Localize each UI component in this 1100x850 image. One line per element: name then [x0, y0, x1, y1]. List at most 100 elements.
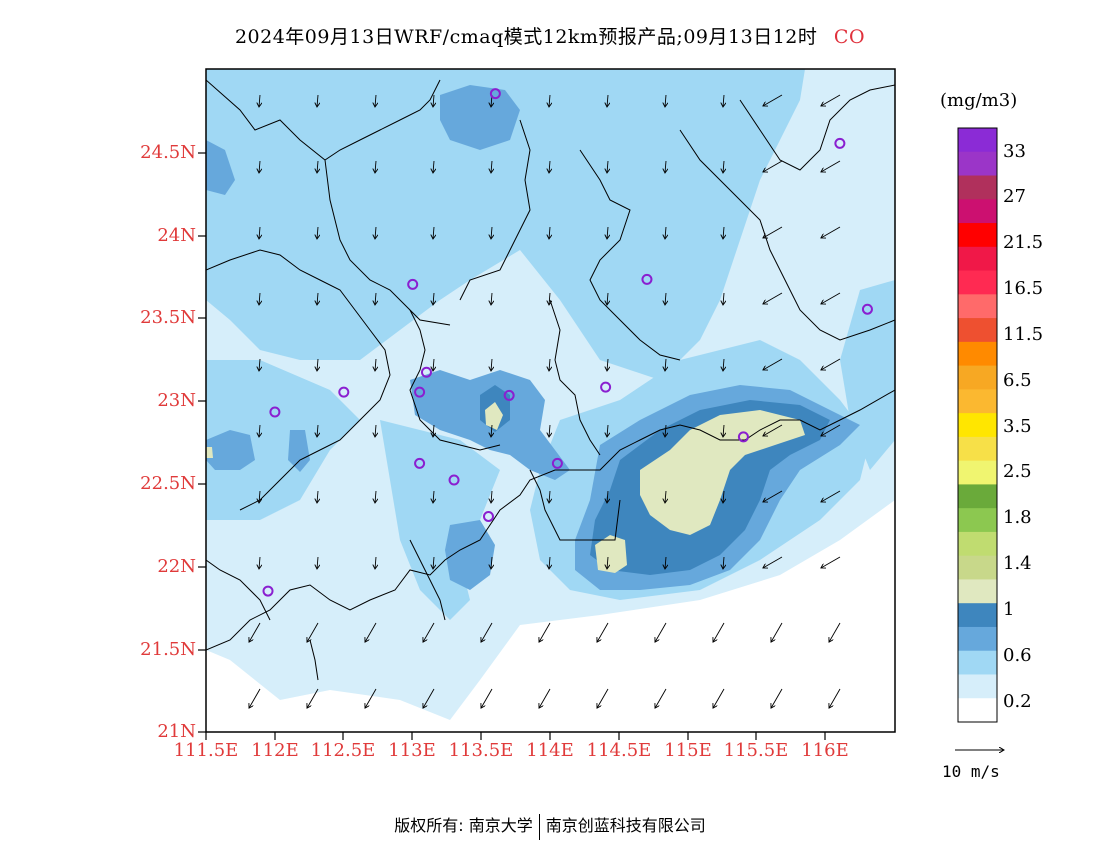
wind-arrow: [317, 292, 318, 305]
legend-label: 0.6: [1003, 645, 1032, 666]
legend-swatch: [958, 199, 997, 224]
wind-arrow: [607, 292, 608, 305]
wind-arrow: [723, 160, 724, 173]
lat-tick-label: 23.5N: [140, 307, 196, 328]
wind-arrow: [763, 292, 783, 304]
wind-arrow: [317, 490, 318, 503]
lat-tick-label: 24.5N: [140, 142, 196, 163]
wind-arrow: [317, 226, 318, 239]
legend-swatch: [958, 436, 997, 462]
wind-arrow: [365, 688, 377, 708]
wind-arrow: [821, 424, 841, 436]
wind-arrow: [375, 358, 376, 371]
wind-arrow: [549, 358, 550, 371]
wind-arrow: [607, 556, 608, 569]
wind-arrow: [259, 292, 260, 305]
wind-arrow: [259, 556, 260, 569]
wind-arrow: [665, 160, 666, 173]
legend-swatch: [958, 175, 997, 200]
legend-swatch: [958, 246, 997, 272]
wind-arrow: [433, 94, 434, 107]
legend-swatch: [958, 341, 997, 367]
wind-arrow: [763, 358, 783, 370]
wind-arrow: [821, 160, 841, 172]
wind-arrow: [423, 688, 435, 708]
wind-arrow: [829, 688, 841, 708]
station-marker: [503, 389, 515, 401]
station-marker: [262, 585, 274, 597]
wind-arrow: [607, 358, 608, 371]
wind-arrow: [549, 556, 550, 569]
wind-arrow: [259, 160, 260, 173]
wind-arrow: [375, 226, 376, 239]
legend-swatch: [958, 626, 997, 652]
legend-swatch: [958, 650, 997, 675]
station-marker: [448, 474, 460, 486]
lon-tick-label: 112.5E: [310, 740, 376, 761]
wind-arrow: [549, 490, 550, 503]
wind-arrow: [549, 160, 550, 173]
wind-arrow: [433, 160, 434, 173]
legend-unit: (mg/m3): [940, 90, 1018, 111]
legend-swatch: [958, 579, 997, 604]
wind-arrow: [549, 424, 550, 437]
wind-arrow: [433, 292, 434, 305]
wind-arrow: [723, 490, 724, 503]
lon-tick-label: 114E: [526, 740, 574, 761]
legend-swatch: [958, 151, 997, 177]
wind-arrow: [491, 160, 492, 173]
legend-label: 27: [1003, 186, 1026, 207]
map-title: 2024年09月13日WRF/cmaq模式12km预报产品;09月13日12时 …: [0, 22, 1100, 49]
wind-arrow: [433, 358, 434, 371]
wind-arrow: [713, 688, 725, 708]
wind-arrow: [607, 424, 608, 437]
wind-arrow: [597, 688, 609, 708]
wind-arrow: [607, 160, 608, 173]
wind-reference-label: 10 m/s: [942, 762, 1000, 781]
wind-arrow: [539, 688, 551, 708]
legend-label: 6.5: [1003, 370, 1032, 391]
lat-tick-label: 21.5N: [140, 639, 196, 660]
wind-arrow: [665, 358, 666, 371]
wind-arrow: [607, 490, 608, 503]
wind-arrow: [655, 688, 667, 708]
legend-swatch: [958, 531, 997, 557]
legend-swatch: [958, 603, 997, 628]
wind-arrow: [491, 226, 492, 239]
wind-arrow: [365, 622, 377, 642]
wind-arrow: [433, 226, 434, 239]
station-marker: [834, 137, 846, 149]
wind-arrow: [607, 94, 608, 107]
legend-label: 3.5: [1003, 416, 1032, 437]
wind-arrow: [539, 622, 551, 642]
wind-arrow: [665, 292, 666, 305]
lat-tick-label: 21N: [157, 721, 196, 742]
wind-arrow: [307, 688, 319, 708]
lat-tick-label: 24N: [157, 225, 196, 246]
legend-swatch: [958, 223, 997, 248]
station-markers: [262, 88, 873, 597]
concentration-field: [206, 69, 895, 732]
wind-arrow: [607, 226, 608, 239]
lon-tick-label: 111.5E: [173, 740, 239, 761]
legend-swatch: [958, 460, 997, 485]
lon-tick-label: 115.5E: [723, 740, 789, 761]
copyright: 版权所有: 南京大学 南京创蓝科技有限公司: [0, 812, 1100, 840]
station-marker: [737, 431, 749, 443]
wind-arrow: [763, 490, 783, 502]
wind-arrow: [597, 622, 609, 642]
wind-arrow: [433, 490, 434, 503]
station-marker: [414, 386, 426, 398]
legend-label: 0.2: [1003, 691, 1032, 712]
wind-arrow: [249, 622, 261, 642]
lon-tick-label: 113E: [388, 740, 436, 761]
station-marker: [482, 510, 494, 522]
station-marker: [420, 366, 432, 378]
wind-arrow: [317, 556, 318, 569]
legend-colorbar: [958, 128, 997, 723]
station-marker: [489, 88, 501, 100]
wind-arrow: [829, 622, 841, 642]
legend-swatch: [958, 508, 997, 533]
wind-arrow: [665, 556, 666, 569]
